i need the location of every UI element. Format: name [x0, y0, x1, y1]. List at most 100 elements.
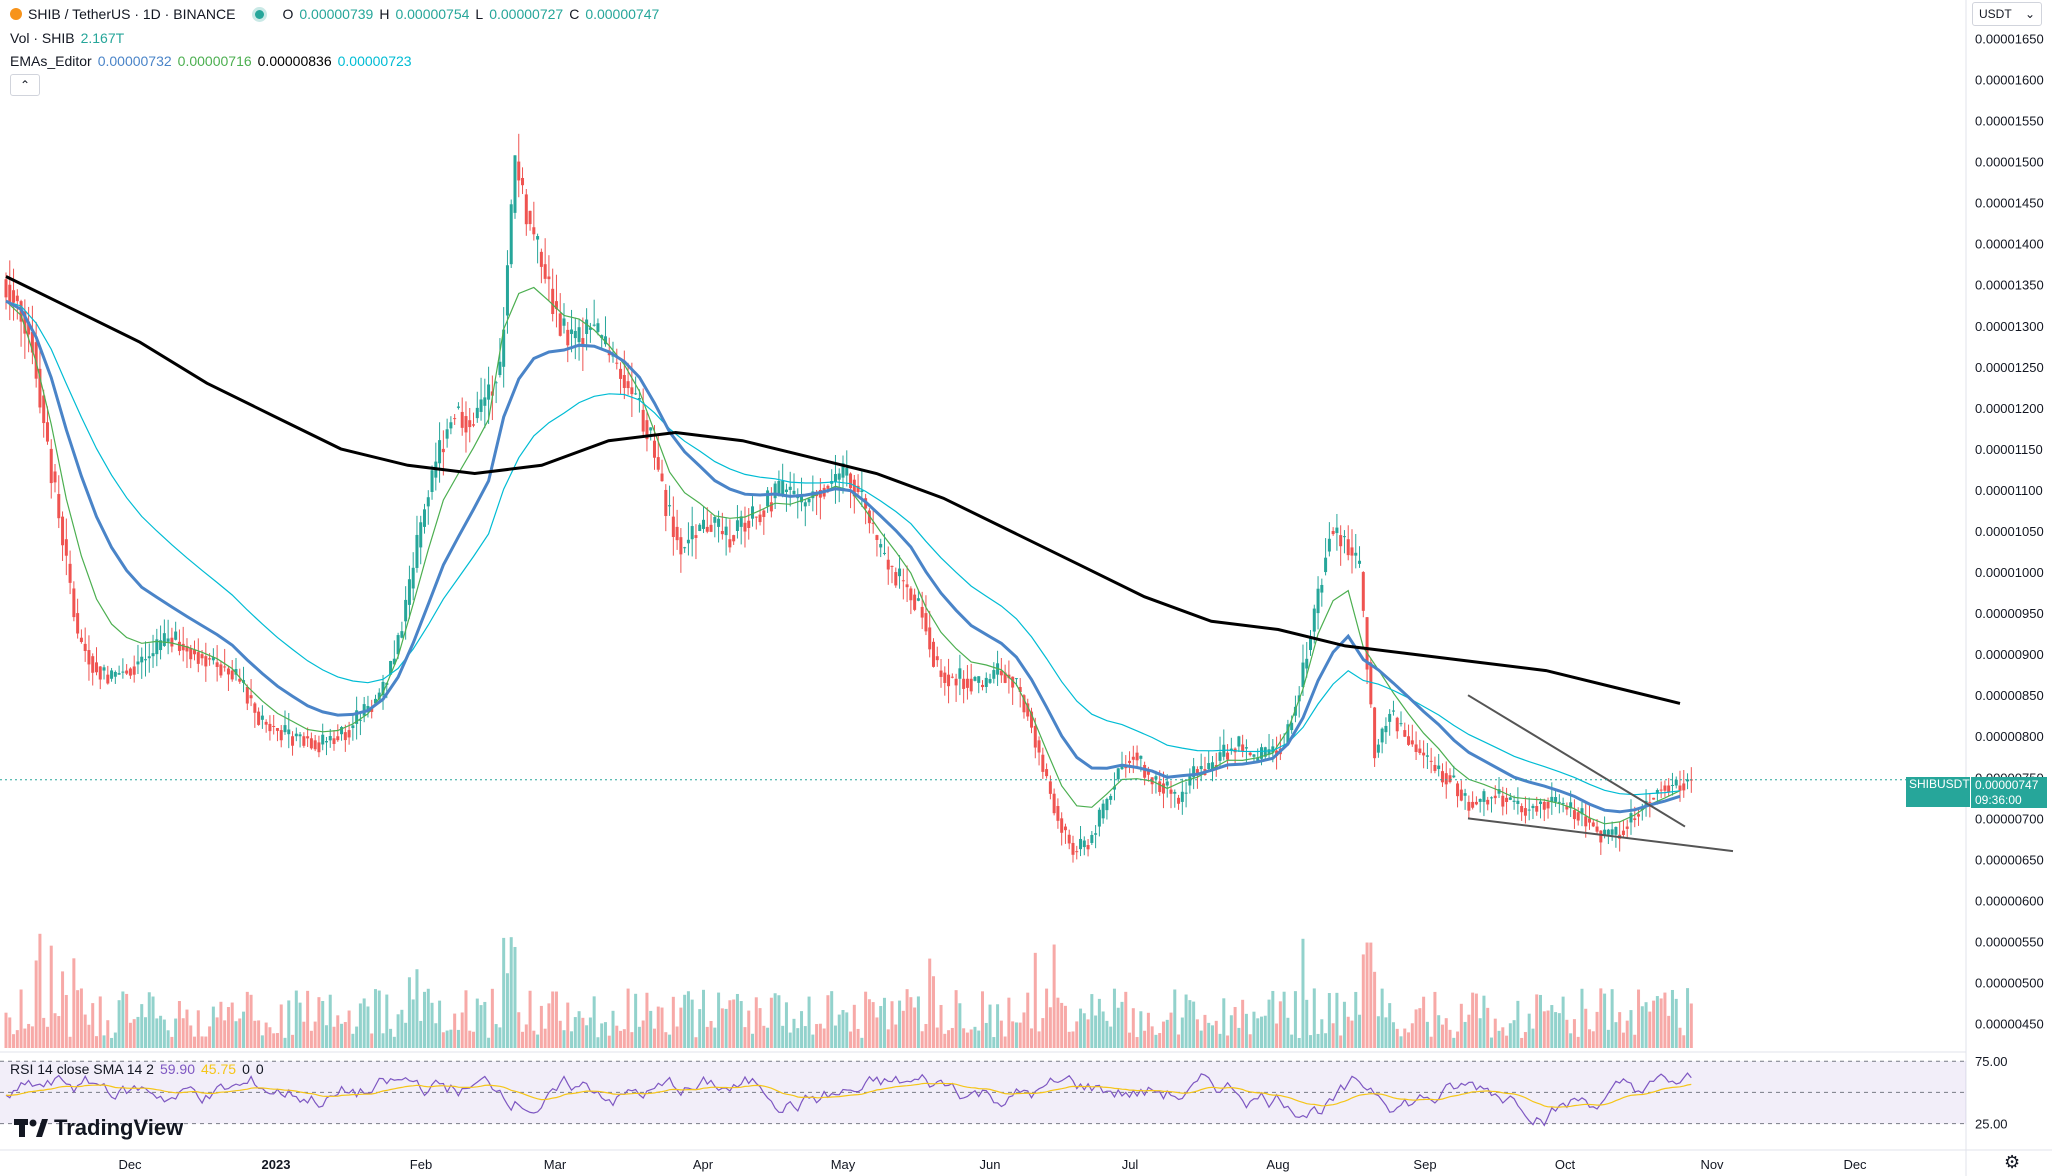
candle-body [720, 531, 724, 535]
volume-bar [8, 1017, 12, 1048]
candle-body [1482, 791, 1486, 802]
volume-bar [894, 1024, 898, 1048]
volume-bar [343, 1022, 347, 1048]
volume-bar [370, 1033, 374, 1048]
volume-bar [1297, 1037, 1301, 1048]
volume-bar [637, 1026, 641, 1048]
volume-bar [1369, 942, 1373, 1048]
candle-body [577, 327, 581, 343]
candle-body [1542, 801, 1546, 810]
y-tick-label: 0.00000800 [1975, 729, 2044, 744]
candle-body [1071, 842, 1075, 855]
candle-body [362, 704, 366, 716]
volume-bar [807, 996, 811, 1048]
candle-body [396, 635, 400, 655]
volume-bar [1207, 1022, 1211, 1048]
candle-body [1018, 686, 1022, 692]
volume-bar [1516, 1000, 1520, 1048]
candle-body [845, 468, 849, 476]
volume-bar [1414, 1009, 1418, 1048]
volume-bar [890, 1001, 894, 1048]
candle-body [1003, 672, 1007, 683]
volume-legend[interactable]: Vol · SHIB 2.167T [10, 30, 124, 46]
candle-body [1248, 752, 1252, 756]
volume-bar [200, 1036, 204, 1048]
volume-bar [596, 1037, 600, 1048]
volume-bar [747, 1010, 751, 1048]
candle-body [1301, 662, 1305, 687]
volume-bar [626, 988, 630, 1048]
candle-body [381, 681, 385, 696]
volume-bar [215, 1017, 219, 1048]
candle-body [686, 539, 690, 544]
volume-bar [698, 1009, 702, 1048]
candle-body [973, 676, 977, 681]
volume-bar [159, 1015, 163, 1048]
candle-body [1041, 754, 1045, 772]
volume-bar [958, 1003, 962, 1048]
volume-bar [1508, 1023, 1512, 1048]
rsi-legend[interactable]: RSI 14 close SMA 14 2 59.90 45.75 0 0 [10, 1061, 264, 1077]
candle-body [1263, 747, 1267, 757]
volume-bar [426, 988, 430, 1048]
volume-bar [166, 1030, 170, 1048]
candle-body [524, 194, 528, 225]
candle-body [619, 368, 623, 379]
candle-body [94, 662, 98, 673]
candle-body [1508, 797, 1512, 800]
volume-bar [306, 990, 310, 1048]
volume-bar [1041, 1018, 1045, 1048]
currency-label: USDT [1979, 7, 2012, 21]
volume-bar [803, 1026, 807, 1048]
candle-body [570, 329, 574, 334]
trendline-lower [1467, 817, 1734, 853]
volume-bar [1312, 988, 1316, 1048]
candle-body [223, 666, 227, 668]
volume-bar [558, 1020, 562, 1048]
candle-body [1599, 830, 1603, 843]
volume-bar [358, 1003, 362, 1048]
trendline-upper [1467, 694, 1686, 828]
volume-bar [1497, 1030, 1501, 1048]
volume-bar [1143, 1030, 1147, 1048]
candle-body [781, 480, 785, 495]
candle-body [1014, 678, 1018, 680]
volume-bar [1640, 1006, 1644, 1048]
volume-bar [954, 990, 958, 1048]
volume-bar [509, 937, 513, 1048]
volume-bar [1003, 1036, 1007, 1048]
candle-body [87, 650, 91, 665]
open-label: O [282, 6, 294, 22]
volume-bar [460, 1012, 464, 1048]
volume-bar [788, 1032, 792, 1048]
symbol-tag-text: SHIBUSDT [1909, 777, 1970, 791]
candle-body [683, 547, 687, 549]
candle-body [860, 490, 864, 493]
candle-body [1131, 756, 1135, 760]
volume-bar [1060, 1002, 1064, 1048]
collapse-legend-button[interactable]: ⌃ [10, 74, 40, 96]
volume-bar [773, 993, 777, 1048]
candle-body [1667, 785, 1671, 793]
volume-bar [867, 999, 871, 1048]
y-tick-label: 0.00001450 [1975, 196, 2044, 211]
volume-bar [999, 1020, 1003, 1048]
volume-bar [242, 1011, 246, 1048]
gear-icon[interactable]: ⚙ [2004, 1152, 2021, 1172]
candle-body [1670, 784, 1674, 786]
volume-bar [1629, 1010, 1633, 1048]
volume-bar [1380, 988, 1384, 1048]
volume-bar [456, 1029, 460, 1048]
x-tick-label: Feb [410, 1157, 432, 1172]
symbol-title[interactable]: SHIB / TetherUS · 1D · BINANCE [28, 6, 236, 22]
tradingview-logo[interactable]: TradingView [14, 1115, 183, 1141]
rsi-extra-value-2: 0 [255, 1061, 264, 1077]
candle-body [1052, 793, 1056, 814]
ema-legend[interactable]: EMAs_Editor 0.00000732 0.00000716 0.0000… [10, 53, 412, 69]
candle-body [1444, 773, 1448, 785]
volume-bar [1410, 1023, 1414, 1048]
x-tick-label: Jun [980, 1157, 1001, 1172]
currency-select[interactable]: USDT ⌄ [1972, 2, 2042, 26]
volume-bar [532, 1030, 536, 1048]
